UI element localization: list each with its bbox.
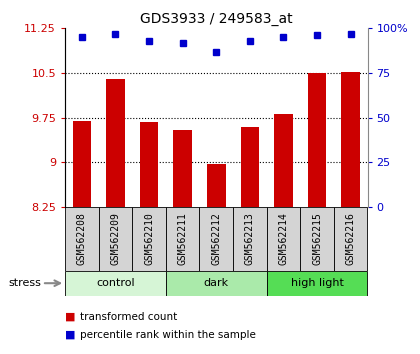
Text: percentile rank within the sample: percentile rank within the sample (80, 330, 256, 339)
Bar (73, 121, 91, 207)
Bar (173, 130, 192, 207)
Text: GSM562214: GSM562214 (278, 212, 289, 266)
Text: GSM562210: GSM562210 (144, 212, 154, 266)
Bar (274, 114, 293, 207)
Bar (300, 207, 334, 271)
Bar (132, 207, 166, 271)
Text: control: control (96, 278, 135, 288)
Text: GSM562209: GSM562209 (110, 212, 121, 266)
Bar (200, 207, 233, 271)
Title: GDS3933 / 249583_at: GDS3933 / 249583_at (140, 12, 293, 26)
Text: GSM562215: GSM562215 (312, 212, 322, 266)
Text: GSM562213: GSM562213 (245, 212, 255, 266)
Bar (241, 127, 259, 207)
Bar (267, 207, 300, 271)
Bar (99, 207, 132, 271)
Bar (308, 73, 326, 207)
Text: GSM562212: GSM562212 (211, 212, 221, 266)
Text: ■: ■ (65, 312, 76, 322)
Text: ■: ■ (65, 330, 76, 339)
Bar (166, 207, 200, 271)
Text: GSM562208: GSM562208 (77, 212, 87, 266)
Bar (65, 207, 99, 271)
Text: GSM562216: GSM562216 (346, 212, 356, 266)
Bar (341, 72, 360, 207)
Text: transformed count: transformed count (80, 312, 177, 322)
Bar (334, 207, 368, 271)
Bar (140, 122, 158, 207)
Bar (207, 164, 226, 207)
Bar (233, 207, 267, 271)
Bar (65, 271, 166, 296)
Text: GSM562211: GSM562211 (178, 212, 188, 266)
Text: stress: stress (8, 278, 41, 288)
Bar (106, 79, 125, 207)
Text: high light: high light (291, 278, 344, 288)
Bar (166, 271, 267, 296)
Bar (267, 271, 368, 296)
Text: dark: dark (204, 278, 229, 288)
